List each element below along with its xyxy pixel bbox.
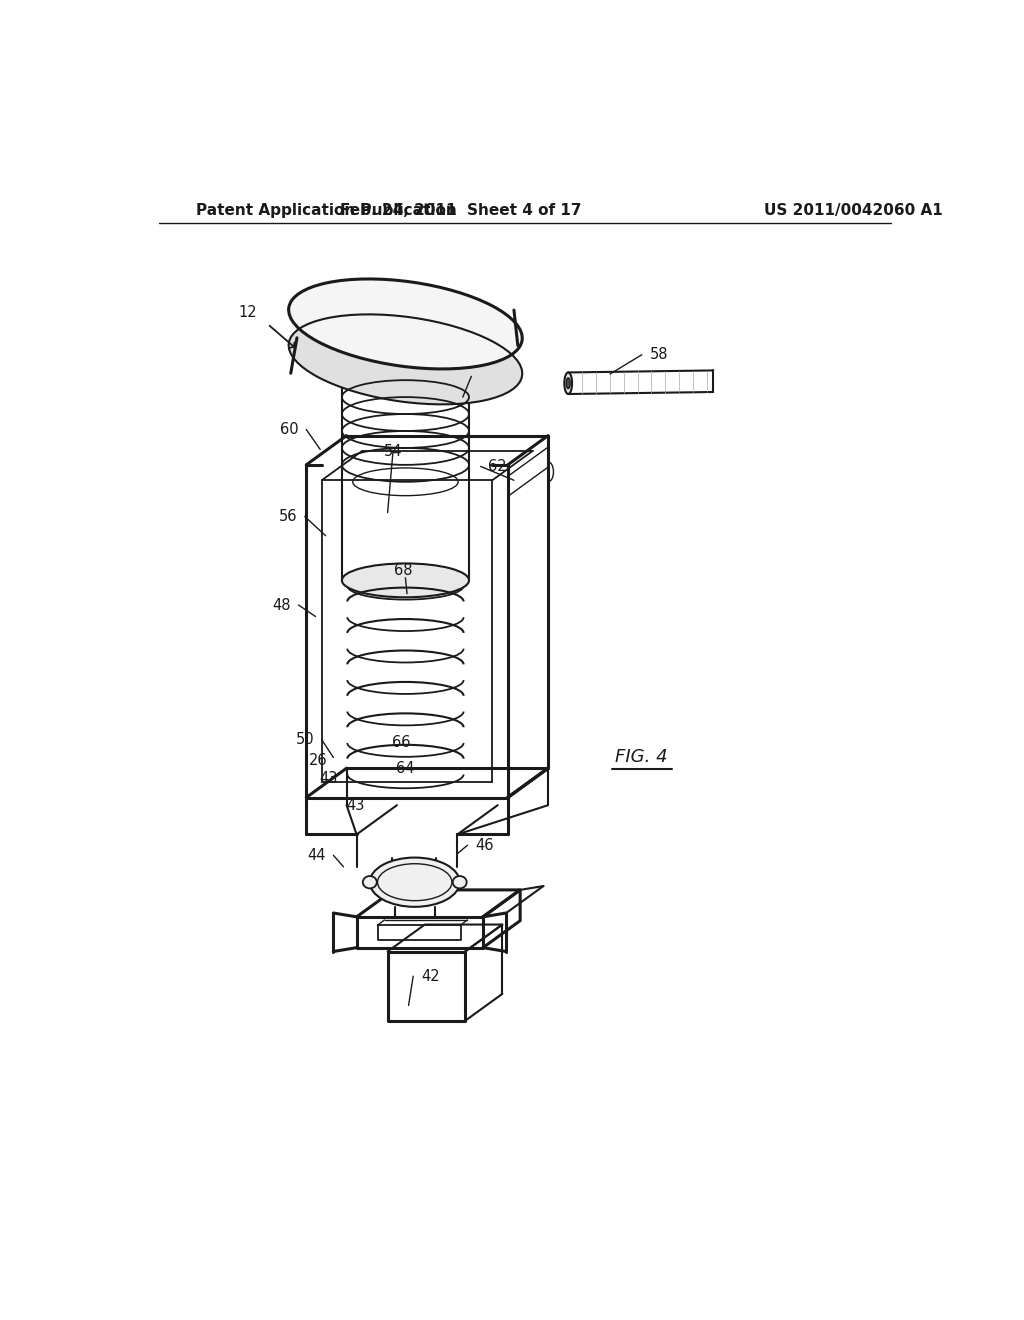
Ellipse shape [566, 378, 570, 388]
Text: 68: 68 [394, 562, 413, 578]
Ellipse shape [289, 314, 522, 404]
Ellipse shape [362, 876, 377, 888]
Text: FIG. 4: FIG. 4 [614, 748, 668, 767]
Text: 43: 43 [346, 797, 365, 813]
Ellipse shape [342, 564, 469, 597]
Text: 54: 54 [384, 444, 402, 458]
Text: 50: 50 [295, 733, 314, 747]
Text: 60: 60 [479, 368, 498, 384]
Text: 58: 58 [649, 347, 668, 362]
Text: 44: 44 [307, 847, 326, 863]
Ellipse shape [370, 858, 460, 907]
Text: 64: 64 [396, 760, 415, 776]
Text: US 2011/0042060 A1: US 2011/0042060 A1 [764, 203, 942, 218]
Ellipse shape [289, 279, 522, 368]
Text: 66: 66 [391, 734, 410, 750]
Text: 48: 48 [272, 598, 291, 612]
Text: 12: 12 [239, 305, 257, 319]
Ellipse shape [564, 372, 572, 393]
Text: 56: 56 [279, 510, 297, 524]
Text: 42: 42 [421, 969, 439, 983]
Ellipse shape [453, 876, 467, 888]
Text: 43: 43 [318, 771, 337, 785]
Text: Patent Application Publication: Patent Application Publication [197, 203, 457, 218]
Text: 60: 60 [280, 422, 299, 437]
Text: 46: 46 [475, 838, 494, 853]
Text: Feb. 24, 2011  Sheet 4 of 17: Feb. 24, 2011 Sheet 4 of 17 [341, 203, 582, 218]
Text: 62: 62 [488, 459, 507, 474]
Text: 26: 26 [309, 752, 328, 768]
